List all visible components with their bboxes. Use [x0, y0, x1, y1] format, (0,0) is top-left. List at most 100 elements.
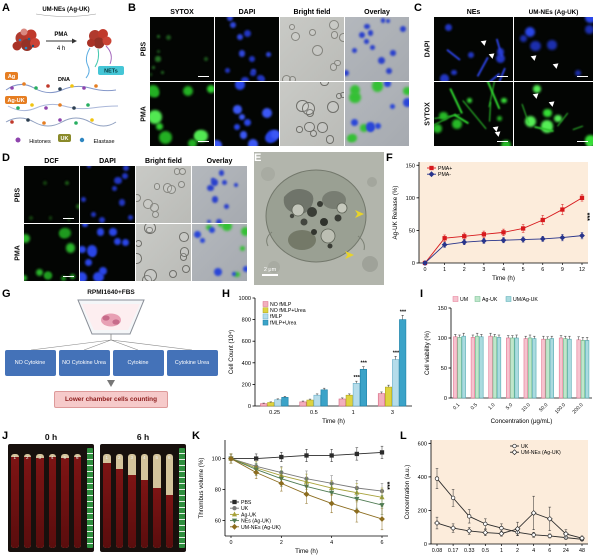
- uk-tag-label: UK: [61, 136, 69, 142]
- panel-d-label: D: [2, 152, 10, 164]
- fluorescent-blob: [496, 53, 506, 63]
- svg-text:800: 800: [242, 318, 251, 324]
- micro-image: [514, 82, 593, 146]
- blood-tube: 6: [165, 454, 173, 548]
- fluorescent-blob: [350, 119, 358, 126]
- svg-text:***: ***: [583, 213, 590, 221]
- fluorescent-blob: [242, 265, 247, 273]
- fluorescent-blob: [367, 30, 374, 36]
- panel-l-label: L: [400, 430, 407, 442]
- tube-number: 6: [167, 454, 171, 460]
- fluorescent-blob: [232, 104, 242, 114]
- fluorescent-blob: [467, 51, 474, 58]
- fluorescent-blob: [439, 111, 448, 121]
- fluorescent-blob: [111, 186, 117, 192]
- fluorescent-blob: [501, 97, 507, 104]
- fluorescent-blob: [257, 74, 264, 81]
- svg-text:0.5: 0.5: [470, 402, 479, 411]
- svg-text:100.0: 100.0: [554, 402, 567, 415]
- fluorescent-blob: [233, 271, 240, 278]
- elastase-icon: [79, 137, 85, 143]
- cell-outline: [303, 121, 315, 133]
- row-label: PBS: [140, 41, 147, 57]
- svg-text:Time (h): Time (h): [322, 418, 345, 425]
- tube-number: 6: [75, 454, 79, 460]
- fluorescent-blob: [67, 218, 71, 221]
- svg-text:600: 600: [242, 339, 251, 345]
- fluorescent-blob: [80, 245, 86, 253]
- cell-outline: [150, 202, 159, 212]
- fluorescent-blob: [524, 27, 535, 38]
- micro-image: [215, 17, 279, 81]
- fluorescent-blob: [375, 123, 382, 130]
- cell-outline: [330, 31, 339, 39]
- svg-text:UM-NEs (Ag-UK): UM-NEs (Ag-UK): [521, 450, 561, 456]
- fluorescent-blob: [222, 224, 232, 231]
- fluorescent-blob: [150, 109, 163, 124]
- svg-text:***: ***: [400, 309, 407, 315]
- fluorescent-blob: [157, 35, 160, 38]
- blood-tubes-photo-6h: 1 2 3 4 5 6: [100, 444, 186, 552]
- fluorescent-blob: [231, 272, 236, 277]
- cell-outline: [178, 231, 189, 242]
- micromotor-ne-cluster: [12, 28, 40, 51]
- svg-text:10.0: 10.0: [521, 402, 532, 413]
- uk-tag: [58, 134, 71, 142]
- svg-text:0.5: 0.5: [310, 410, 318, 416]
- svg-text:0: 0: [230, 540, 233, 546]
- svg-text:Cell Count (10⁴): Cell Count (10⁴): [228, 330, 235, 374]
- fluorescent-blob: [113, 176, 122, 185]
- fluorescent-blob: [532, 84, 541, 93]
- fluorescent-blob: [234, 123, 241, 130]
- blood-column: [153, 487, 161, 548]
- time-label-6h: 6 h: [136, 432, 150, 442]
- fluorescent-blob: [271, 130, 279, 139]
- column-header: DAPI: [238, 9, 256, 16]
- cell-outline: [181, 264, 190, 273]
- panel-i-label: I: [420, 288, 424, 300]
- yellow-arrow-icon: [345, 251, 354, 259]
- fluorescent-blob: [223, 203, 230, 210]
- fluorescent-blob: [65, 243, 76, 253]
- cell-outline: [329, 63, 338, 72]
- chart-legend: UM Ag-UK UM/Ag-UK: [452, 296, 538, 303]
- panel-d: D DCF DAPI Bright field Overlay PBS PMA: [2, 152, 252, 285]
- fluorescent-blob: [155, 122, 163, 130]
- micro-image: [192, 166, 247, 223]
- fluorescent-blob: [215, 139, 222, 146]
- chart-legend: PMA+PMA-: [427, 165, 452, 178]
- fluorescent-blob: [250, 70, 256, 77]
- fluorescent-blob: [150, 72, 153, 76]
- svg-text:200: 200: [242, 382, 251, 388]
- fluorescent-blob: [380, 18, 386, 24]
- tube-number: 5: [155, 454, 158, 460]
- fluorescent-blob: [434, 124, 442, 133]
- svg-text:fMLP: fMLP: [270, 314, 283, 320]
- fluorescent-blob: [211, 177, 215, 182]
- photo-column-0h: 0 h 1 2 3 4 5 6: [8, 432, 94, 552]
- svg-text:0: 0: [412, 261, 415, 267]
- netting-neutrophil-cluster: [85, 29, 112, 79]
- panel-b-grid: SYTOX DAPI Bright field Overlay PBS PMA: [138, 4, 409, 146]
- blood-tube: 6: [73, 454, 81, 548]
- nets-tag-label: NETs: [104, 69, 118, 75]
- fluorescent-blob: [203, 57, 208, 62]
- blood-column: [115, 469, 123, 548]
- cell-outline: [335, 92, 342, 99]
- blood-column: [36, 457, 44, 548]
- fluorescent-blob: [155, 56, 161, 62]
- micro-image: [514, 17, 593, 81]
- column-header: Bright field: [293, 9, 331, 16]
- fluorescent-blob: [48, 216, 53, 220]
- arrowhead-icon: [553, 60, 561, 69]
- tube-number: 3: [38, 454, 41, 460]
- fluorescent-blob: [193, 231, 201, 238]
- svg-text:Ag-UK: Ag-UK: [482, 297, 498, 303]
- svg-text:4: 4: [532, 548, 535, 554]
- column-header: NEs: [466, 9, 481, 16]
- svg-text:PMA+: PMA+: [438, 166, 452, 172]
- cell-outline: [289, 23, 296, 30]
- blood-column: [11, 456, 19, 548]
